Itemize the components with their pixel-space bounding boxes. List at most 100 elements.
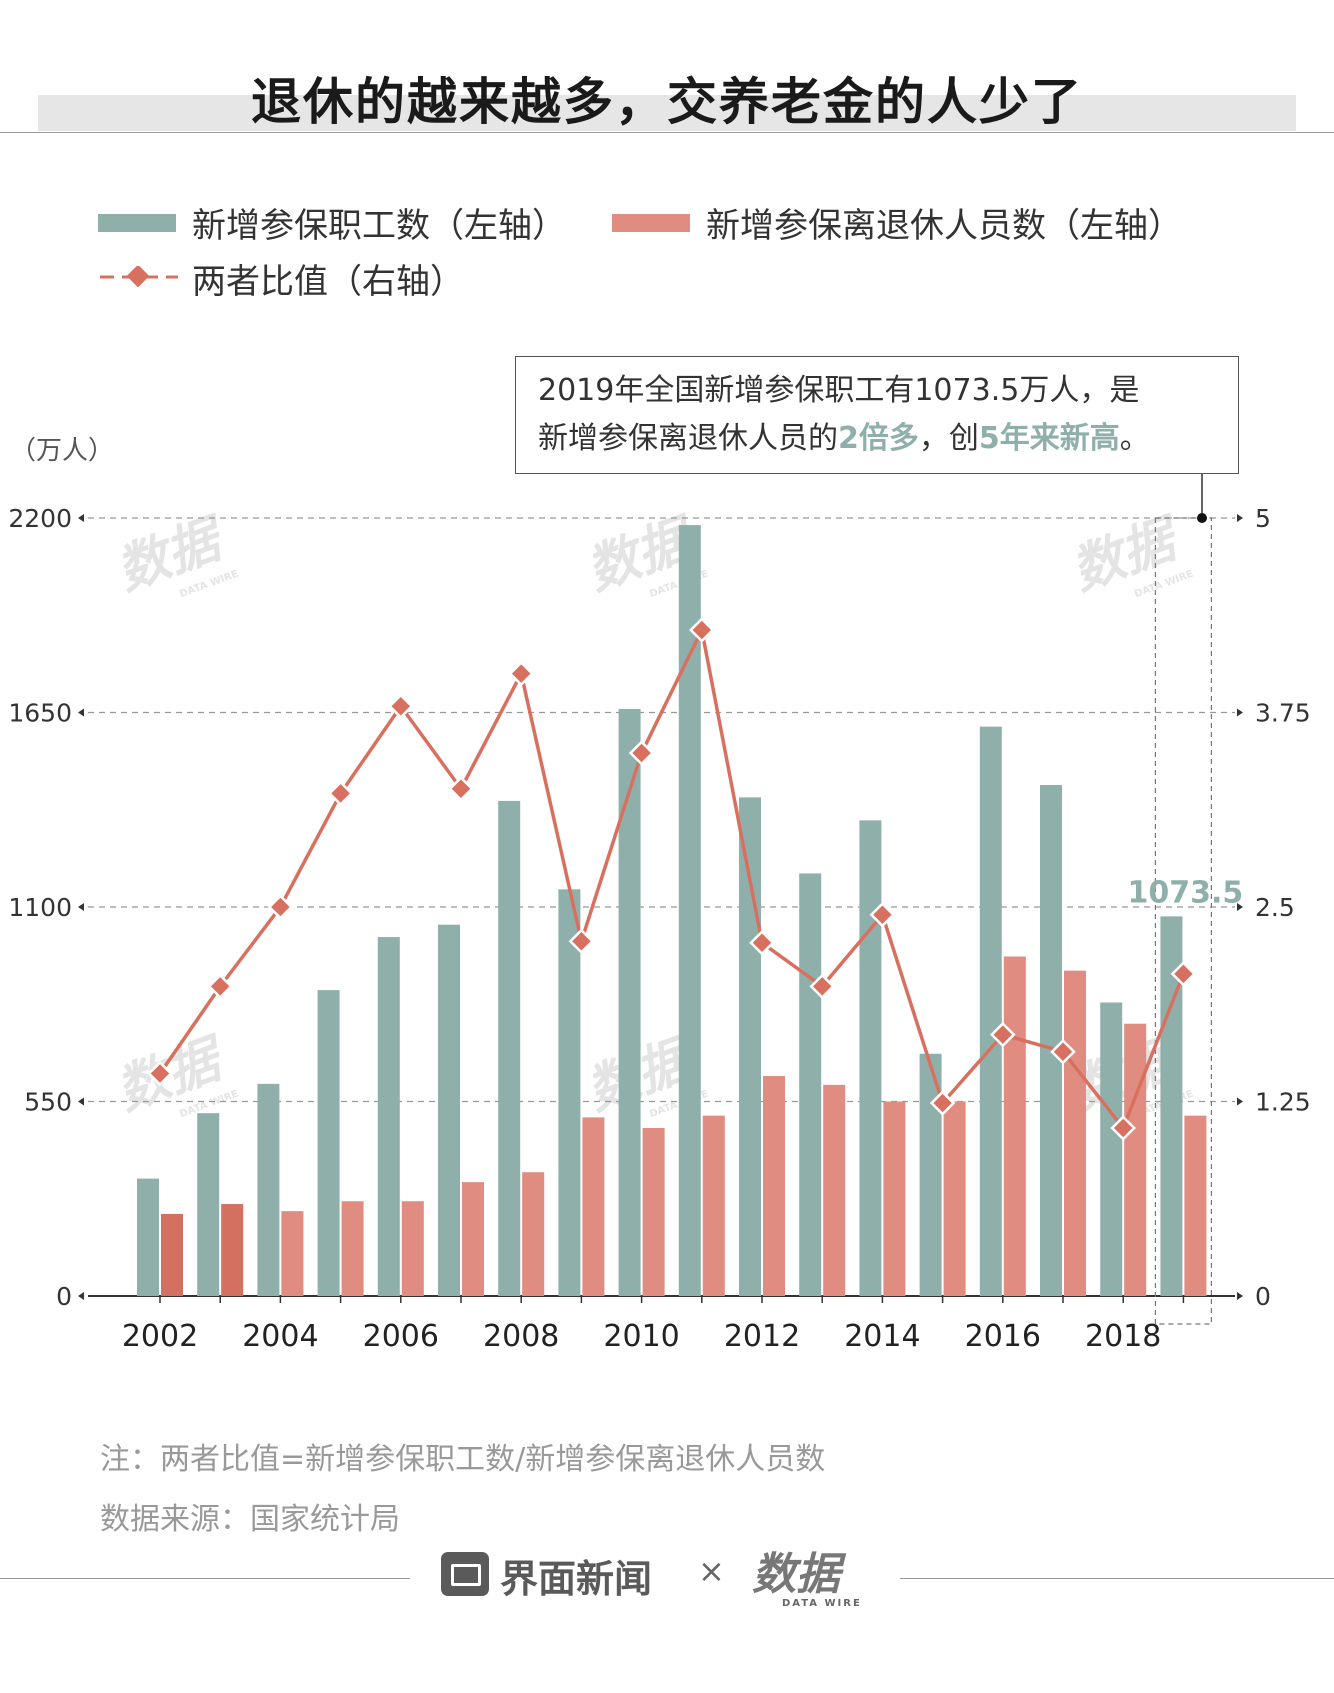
bar-retirees-2002	[161, 1213, 183, 1296]
callout-line-2: 新增参保离退休人员的2倍多，创5年来新高。	[538, 415, 1238, 463]
bar-workers-2002	[137, 1178, 159, 1296]
bar-retirees-2013	[823, 1084, 846, 1296]
ratio-line	[158, 624, 1186, 1132]
watermark-2: 数据	[1064, 508, 1190, 603]
bar-retirees-2011	[702, 1115, 725, 1296]
right-axis-tick-label: 0	[1255, 1282, 1271, 1311]
x-axis-tick-label: 2010	[603, 1319, 679, 1354]
callout-box: 2019年全国新增参保职工有1073.5万人，是 新增参保离退休人员的2倍多，创…	[515, 356, 1239, 474]
left-axis-unit: （万人）	[10, 436, 115, 466]
note-source: 数据来源：国家统计局	[100, 1502, 400, 1537]
callout-leader-dot	[1197, 513, 1207, 523]
watermark-0: 数据	[109, 508, 235, 603]
right-axis-tick-label: 1.25	[1255, 1088, 1311, 1117]
title-band	[38, 95, 1296, 131]
bar-retirees-2003	[221, 1204, 244, 1296]
left-tick-arrow-4	[78, 514, 84, 522]
page-title: 退休的越来越多，交养老金的人少了	[251, 73, 1083, 131]
left-tick-arrow-1	[78, 1097, 84, 1106]
bar-retirees-2010	[642, 1128, 665, 1296]
brand-logo-icon	[441, 1552, 489, 1596]
ratio-point-2004	[267, 894, 294, 920]
bar-retirees-2009	[582, 1117, 605, 1296]
x-axis-tick-label: 2004	[242, 1319, 318, 1354]
x-axis-tick-label: 2016	[965, 1319, 1041, 1354]
bar-retirees-2006	[401, 1201, 424, 1296]
ratio-point-2012	[749, 930, 775, 956]
callout-highlight-multiple: 2倍多	[838, 421, 919, 456]
callout-line-1: 2019年全国新增参保职工有1073.5万人，是	[538, 373, 1140, 408]
left-axis-tick-label: 1650	[8, 699, 72, 728]
left-tick-arrow-0	[78, 1292, 84, 1300]
right-tick-arrow-2	[1237, 903, 1243, 911]
footer-rule-right	[900, 1578, 1334, 1579]
left-axis-tick-label: 2200	[8, 504, 72, 533]
ratio-point-2018	[1110, 1115, 1136, 1141]
bar-retirees-2015	[943, 1101, 966, 1296]
right-tick-arrow-3	[1237, 708, 1243, 717]
ratio-point-2006	[388, 693, 414, 720]
bar-workers-2010	[618, 708, 641, 1296]
bar-workers-2004	[257, 1083, 280, 1296]
left-axis-tick-label: 1100	[8, 893, 72, 922]
bar-workers-2005	[317, 990, 340, 1296]
ratio-point-2010	[628, 740, 655, 766]
bar-workers-2014	[859, 820, 882, 1296]
datawire-logo-sub: DATA WIRE	[782, 1598, 862, 1609]
left-tick-arrow-3	[78, 708, 84, 717]
bar-workers-2013	[799, 873, 822, 1296]
left-axis-tick-label: 0	[56, 1282, 72, 1311]
ratio-point-2008	[508, 660, 534, 687]
bar-workers-2008	[498, 800, 521, 1296]
bar-retirees-2016	[1003, 956, 1026, 1296]
ratio-point-2009	[568, 928, 595, 954]
ratio-point-2005	[327, 780, 354, 807]
right-tick-arrow-1	[1237, 1097, 1243, 1106]
ratio-point-2019	[1170, 961, 1197, 987]
bar-workers-2006	[377, 937, 400, 1296]
ratio-point-2013	[809, 973, 835, 1000]
x-axis-tick-label: 2018	[1085, 1319, 1161, 1354]
bar-retirees-2012	[763, 1076, 785, 1296]
bar-retirees-2005	[341, 1201, 364, 1296]
bar-workers-2009	[558, 889, 581, 1296]
left-axis-tick-label: 550	[24, 1088, 72, 1117]
legend-swatch-ratio	[100, 266, 178, 288]
bar-workers-2012	[739, 797, 761, 1296]
callout-prefix: 新增参保离退休人员的	[538, 421, 838, 456]
bar-retirees-2008	[522, 1172, 545, 1296]
bar-workers-2015	[919, 1053, 942, 1296]
footer-rule-left	[0, 1578, 410, 1579]
bar-workers-2019	[1160, 916, 1183, 1296]
datawire-logo: 数据	[752, 1549, 840, 1600]
legend-workers-label: 新增参保职工数（左轴）	[192, 206, 566, 246]
bar-workers-2011	[678, 525, 701, 1296]
callout-suffix: 。	[1119, 421, 1150, 456]
ratio-point-2014	[869, 902, 896, 928]
legend-swatch-retirees	[612, 214, 690, 232]
bar-retirees-2007	[462, 1182, 484, 1296]
bar-retirees-2004	[281, 1211, 304, 1296]
collab-times-sign: ×	[698, 1552, 725, 1590]
bar-retirees-2019	[1184, 1115, 1207, 1296]
bar-workers-2003	[197, 1113, 220, 1296]
ratio-point-2003	[207, 973, 233, 1000]
left-tick-arrow-2	[78, 903, 84, 911]
right-axis-tick-label: 5	[1255, 504, 1271, 533]
right-tick-arrow-4	[1237, 514, 1243, 522]
x-axis-tick-label: 2012	[724, 1319, 800, 1354]
x-axis-tick-label: 2014	[844, 1319, 920, 1354]
watermark-3: 数据	[109, 1028, 235, 1123]
bar-workers-2017	[1040, 784, 1062, 1296]
bar-retirees-2017	[1064, 970, 1086, 1296]
ratio-point-2015	[929, 1090, 956, 1116]
x-axis-tick-label: 2006	[363, 1319, 439, 1354]
bar-retirees-2014	[883, 1101, 906, 1296]
highlight-2019-box	[1154, 517, 1213, 1325]
legend-retirees-label: 新增参保离退休人员数（左轴）	[706, 206, 1182, 246]
right-axis-tick-label: 3.75	[1255, 699, 1311, 728]
right-axis-tick-label: 2.5	[1255, 893, 1295, 922]
title-divider	[0, 132, 1334, 133]
